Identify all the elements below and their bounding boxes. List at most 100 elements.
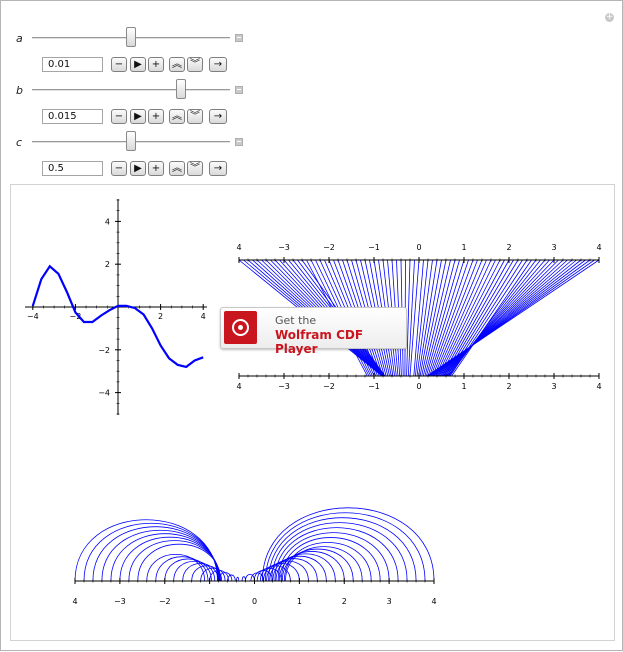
b-faster-button[interactable]: ︽ bbox=[169, 109, 185, 124]
b-direction-button[interactable]: → bbox=[209, 109, 227, 124]
mapping-line bbox=[447, 259, 541, 377]
mapping-line bbox=[427, 259, 465, 377]
mapping-line bbox=[426, 259, 460, 377]
function-plot: −4 −2 2 4 4 2 −2 −4 bbox=[25, 199, 207, 415]
slider-a-thumb[interactable] bbox=[126, 27, 136, 47]
arch-curve bbox=[285, 546, 363, 582]
mapping-line bbox=[429, 259, 469, 377]
mapping-line bbox=[441, 259, 505, 377]
mapping-line bbox=[451, 259, 532, 377]
a-slower-button[interactable]: ︾ bbox=[187, 57, 203, 72]
mapping-line bbox=[406, 259, 411, 377]
slider-c-collapse-icon[interactable] bbox=[235, 138, 243, 146]
arch-tick-label: 3 bbox=[387, 597, 392, 606]
value-field-c[interactable]: 0.5 bbox=[42, 161, 103, 176]
x-tick-label: 4 bbox=[201, 312, 206, 321]
mapping-line bbox=[443, 259, 510, 377]
bottom-tick-label: 0 bbox=[416, 382, 421, 391]
c-slower-button[interactable]: ︾ bbox=[187, 161, 203, 176]
arch-curve bbox=[262, 507, 435, 582]
y-tick-label: 2 bbox=[105, 260, 110, 269]
slider-c-thumb[interactable] bbox=[126, 131, 136, 151]
a-play-button[interactable]: ▶ bbox=[130, 57, 146, 72]
add-bookmark-icon[interactable]: + bbox=[605, 12, 614, 22]
bottom-tick-label: 4 bbox=[236, 382, 241, 391]
arch-curve bbox=[191, 565, 223, 582]
top-tick-label: 0 bbox=[416, 243, 421, 252]
a-faster-button[interactable]: ︽ bbox=[169, 57, 185, 72]
arch-curve bbox=[275, 553, 336, 582]
arch-tick-label: −1 bbox=[204, 597, 216, 606]
cdf-player-banner[interactable]: Get the Wolfram CDF Player bbox=[220, 307, 407, 356]
function-curve bbox=[31, 264, 204, 369]
arch-curve bbox=[137, 543, 221, 582]
arch-tick-label: 4 bbox=[72, 597, 77, 606]
value-field-b[interactable]: 0.015 bbox=[42, 109, 103, 124]
bottom-tick-label: 1 bbox=[461, 382, 466, 391]
b-decrement-button[interactable]: − bbox=[111, 109, 127, 124]
slider-a-collapse-icon[interactable] bbox=[235, 34, 243, 42]
arch-curve bbox=[173, 560, 216, 582]
b-increment-button[interactable]: + bbox=[148, 109, 164, 124]
mapping-line bbox=[435, 259, 487, 377]
c-direction-button[interactable]: → bbox=[209, 161, 227, 176]
b-play-button[interactable]: ▶ bbox=[130, 109, 146, 124]
mapping-plot: 4 −3 −2 −1 0 1 2 3 4 4 −3 −2 −1 0 1 2 3 4 bbox=[236, 243, 601, 391]
arch-curve bbox=[256, 567, 282, 582]
value-field-a[interactable]: 0.01 bbox=[42, 57, 103, 72]
a-direction-button[interactable]: → bbox=[209, 57, 227, 72]
arch-curve bbox=[227, 574, 236, 582]
top-tick-label: 2 bbox=[506, 243, 511, 252]
slider-b-track[interactable] bbox=[32, 89, 230, 91]
control-label-b: b bbox=[16, 84, 23, 97]
arch-curve bbox=[146, 553, 205, 582]
mapping-line bbox=[433, 259, 483, 377]
mapping-line bbox=[438, 259, 496, 377]
b-slower-button[interactable]: ︾ bbox=[187, 109, 203, 124]
mapping-line bbox=[421, 259, 447, 377]
arch-curve bbox=[245, 574, 255, 582]
c-increment-button[interactable]: + bbox=[148, 161, 164, 176]
bottom-tick-label: −3 bbox=[278, 382, 290, 391]
arch-curve bbox=[164, 558, 212, 582]
control-label-a: a bbox=[16, 32, 23, 45]
mapping-line bbox=[426, 259, 600, 377]
slider-b-thumb[interactable] bbox=[175, 79, 186, 99]
slider-b-collapse-icon[interactable] bbox=[235, 86, 243, 94]
a-decrement-button[interactable]: − bbox=[111, 57, 127, 72]
c-play-button[interactable]: ▶ bbox=[130, 161, 146, 176]
mapping-line bbox=[437, 259, 492, 377]
y-tick-label: −4 bbox=[98, 389, 110, 398]
top-tick-label: 1 bbox=[461, 243, 466, 252]
arch-curve bbox=[277, 532, 390, 582]
bottom-tick-label: −1 bbox=[368, 382, 380, 391]
mapping-line bbox=[430, 259, 474, 377]
arch-curve bbox=[83, 523, 219, 582]
x-tick-label: 2 bbox=[158, 312, 163, 321]
x-tick-label: −2 bbox=[70, 312, 82, 321]
mapping-line bbox=[407, 259, 415, 377]
top-tick-label: 4 bbox=[596, 243, 601, 252]
arch-curve bbox=[236, 576, 240, 582]
arch-curve bbox=[280, 537, 381, 582]
y-tick-label: 4 bbox=[105, 217, 110, 226]
mapping-line bbox=[445, 259, 546, 377]
c-faster-button[interactable]: ︽ bbox=[169, 161, 185, 176]
mapping-line bbox=[437, 259, 568, 377]
c-decrement-button[interactable]: − bbox=[111, 161, 127, 176]
top-tick-label: 3 bbox=[551, 243, 556, 252]
cdf-banner-line1: Get the bbox=[275, 314, 317, 327]
mapping-line bbox=[418, 259, 438, 377]
control-label-c: c bbox=[16, 136, 23, 149]
arches-plot: 4 −3 −2 −1 0 1 2 3 4 bbox=[72, 507, 437, 606]
top-tick-label: −3 bbox=[278, 243, 290, 252]
top-tick-label: 4 bbox=[236, 243, 241, 252]
arch-tick-label: −3 bbox=[114, 597, 126, 606]
bottom-tick-label: 4 bbox=[596, 382, 601, 391]
arch-curve bbox=[278, 551, 345, 582]
a-increment-button[interactable]: + bbox=[148, 57, 164, 72]
arch-tick-label: 0 bbox=[252, 597, 257, 606]
arch-curve bbox=[272, 555, 327, 582]
mapping-line bbox=[422, 259, 451, 377]
